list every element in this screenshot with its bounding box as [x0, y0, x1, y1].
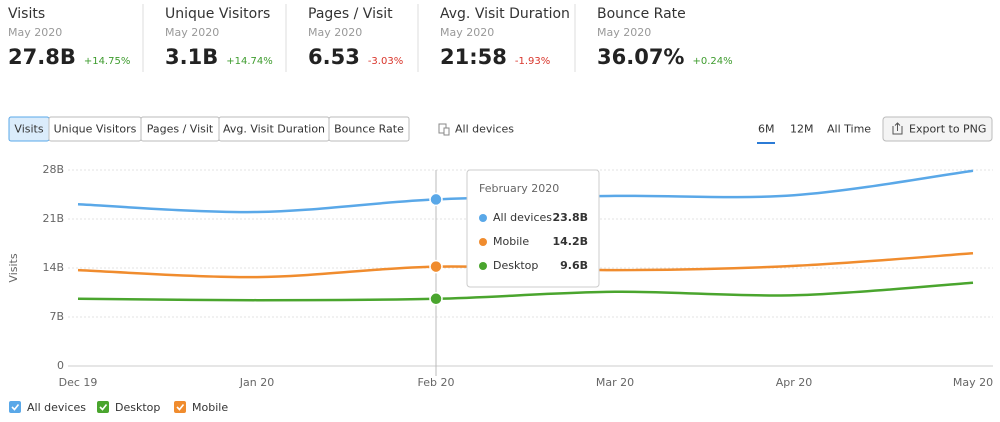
- metric-period: May 2020: [165, 26, 219, 39]
- x-tick-label: May 20: [953, 376, 993, 389]
- tooltip-name: All devices: [493, 211, 552, 224]
- metric-change: -1.93%: [515, 56, 550, 67]
- metric-period: May 2020: [8, 26, 62, 39]
- tooltip-dot: [479, 238, 487, 246]
- metric-value: 21:58: [440, 45, 507, 69]
- metric-period: May 2020: [597, 26, 651, 39]
- y-tick-label: 0: [57, 359, 64, 372]
- metric-value: 3.1B: [165, 45, 218, 69]
- hover-point: [429, 192, 443, 207]
- tooltip-name: Desktop: [493, 259, 538, 272]
- metric-label: Bounce Rate: [597, 6, 686, 22]
- tab-label[interactable]: Bounce Rate: [334, 123, 404, 136]
- export-label[interactable]: Export to PNG: [909, 123, 986, 136]
- metric-value: 36.07%: [597, 45, 684, 69]
- device-filter[interactable]: All devices: [455, 123, 514, 136]
- metric-change: +14.75%: [84, 56, 131, 67]
- metric-change: -3.03%: [368, 56, 403, 67]
- tooltip-title: February 2020: [479, 182, 559, 195]
- metric-value: 27.8B: [8, 45, 76, 69]
- metric-label: Unique Visitors: [165, 6, 270, 22]
- x-tick-label: Jan 20: [239, 376, 274, 389]
- legend-check: [176, 404, 185, 411]
- tooltip: [466, 169, 600, 288]
- y-axis-title: Visits: [7, 253, 20, 282]
- y-tick-label: 21B: [42, 212, 64, 225]
- legend-checkbox[interactable]: [174, 401, 186, 413]
- metric-change: +0.24%: [692, 56, 732, 67]
- legend-checkbox[interactable]: [9, 401, 21, 413]
- y-tick-label: 7B: [49, 310, 64, 323]
- tooltip-value: 9.6B: [560, 259, 588, 272]
- export-button[interactable]: [882, 116, 993, 142]
- x-tick-label: Apr 20: [776, 376, 813, 389]
- legend-check: [11, 404, 20, 411]
- x-tick-label: Feb 20: [418, 376, 455, 389]
- legend-checkbox[interactable]: [97, 401, 109, 413]
- legend-label[interactable]: Desktop: [115, 401, 160, 414]
- tab-label[interactable]: Unique Visitors: [54, 123, 137, 136]
- tab[interactable]: [328, 116, 410, 142]
- series-line: [77, 281, 974, 302]
- tab-label[interactable]: Avg. Visit Duration: [223, 123, 325, 136]
- tooltip-name: Mobile: [493, 235, 529, 248]
- metric-label: Avg. Visit Duration: [440, 6, 570, 22]
- metric-label: Pages / Visit: [308, 6, 393, 22]
- legend-check: [99, 404, 108, 411]
- y-tick-label: 28B: [42, 163, 64, 176]
- period[interactable]: 12M: [790, 123, 814, 136]
- metric-label: Visits: [8, 6, 45, 22]
- x-tick-label: Dec 19: [59, 376, 98, 389]
- legend-label[interactable]: All devices: [27, 401, 86, 414]
- tooltip-value: 14.2B: [552, 235, 588, 248]
- hover-point: [429, 259, 443, 274]
- y-tick-label: 14B: [42, 261, 64, 274]
- legend-label[interactable]: Mobile: [192, 401, 228, 414]
- metric-period: May 2020: [308, 26, 362, 39]
- metric-value: 6.53: [308, 45, 360, 69]
- tab-label[interactable]: Pages / Visit: [147, 123, 214, 136]
- export-icon: [892, 122, 903, 135]
- hover-point: [429, 292, 443, 306]
- tooltip-dot: [479, 214, 487, 222]
- device-icon: [443, 127, 450, 136]
- metric-period: May 2020: [440, 26, 494, 39]
- tab-label[interactable]: Visits: [14, 123, 43, 136]
- period[interactable]: 6M: [758, 123, 775, 136]
- tooltip-value: 23.8B: [552, 211, 588, 224]
- metric-change: +14.74%: [226, 56, 273, 67]
- x-tick-label: Mar 20: [596, 376, 634, 389]
- tooltip-dot: [479, 262, 487, 270]
- period[interactable]: All Time: [827, 123, 871, 136]
